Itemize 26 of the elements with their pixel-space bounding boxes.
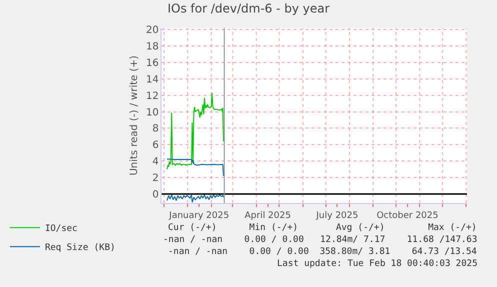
legend-label: Req Size (KB) (44, 243, 116, 254)
text: Last update: Tue Feb 18 00:40:03 2025 (277, 259, 478, 269)
x-tick-label: July 2025 (315, 210, 358, 221)
y-tick-label: 0 (152, 189, 159, 200)
y-tick-label: 8 (152, 124, 159, 135)
legend-label: IO/sec (44, 224, 78, 234)
y-tick-label: 10 (146, 107, 159, 118)
y-tick-label: 4 (152, 156, 159, 168)
line-series (166, 158, 224, 176)
y-tick-label: 20 (146, 25, 159, 36)
y-tick-label: 16 (146, 58, 159, 70)
y-axis-title: Units read (-) / write (+) (128, 55, 140, 176)
text: Cur (-/+) Min (-/+) Avg (-/+) Max (-/+) (168, 223, 477, 233)
y-tick-label: 14 (146, 74, 159, 86)
y-tick-label: 12 (146, 90, 159, 102)
y-tick-label: 6 (152, 140, 159, 152)
y-tick-label: 2 (152, 173, 159, 184)
chart-title: IOs for /dev/dm-6 - by year (167, 2, 330, 16)
line-series (166, 92, 224, 170)
text: -nan / -nan 0.00 / 0.00 12.84m/ 7.17 11.68 /147.63 (163, 235, 478, 245)
line-series (166, 194, 224, 203)
x-tick-label: January 2025 (168, 210, 230, 221)
x-tick-label: October 2025 (376, 210, 438, 221)
text: -nan / -nan 0.00 / 0.00 358.80m/ 3.81 64.73 /13.54 (168, 247, 477, 257)
y-tick-label: 18 (146, 42, 159, 53)
x-tick-label: April 2025 (244, 210, 291, 221)
